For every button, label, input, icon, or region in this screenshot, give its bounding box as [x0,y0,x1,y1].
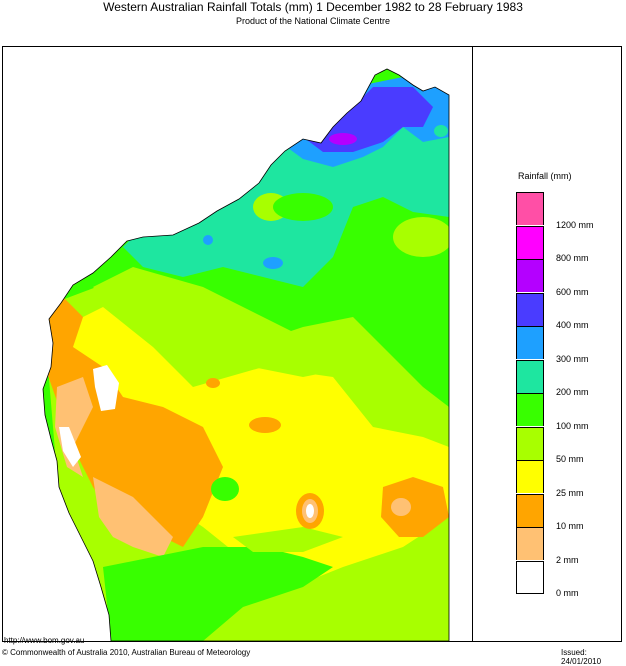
legend-swatch [516,225,544,259]
legend-swatch [516,326,544,359]
legend-label: 25 mm [556,487,584,498]
map-title: Western Australian Rainfall Totals (mm) … [103,0,523,14]
source-url[interactable]: http://www.bom.gov.au [4,636,85,645]
legend-label: 2 mm [556,554,579,565]
copyright-notice: © Commonwealth of Australia 2010, Austra… [2,648,251,657]
legend-label: 50 mm [556,454,584,464]
legend-label: 100 mm [556,420,589,431]
legend-title: Rainfall (mm) [518,171,572,181]
frame-divider [472,46,473,642]
map-frame [2,46,622,642]
legend-swatch [516,192,544,225]
legend-label: 200 mm [556,387,589,397]
legend-swatch [516,493,544,527]
map-subtitle: Product of the National Climate Centre [235,16,391,26]
issued-date: Issued: 24/01/2010 [561,648,602,666]
legend-swatch [516,259,544,292]
legend-swatch [516,292,544,326]
legend-label: 600 mm [556,286,589,297]
legend-swatch [516,393,544,426]
legend-swatch [516,426,544,460]
legend-swatch [516,527,544,560]
legend-label: 0 mm [556,588,579,598]
legend-swatch [516,560,544,594]
legend-swatch [516,359,544,393]
legend-label: 10 mm [556,521,584,531]
legend-swatch [516,460,544,493]
legend-label: 300 mm [556,353,589,364]
rainfall-map [42,68,450,641]
legend-label: 400 mm [556,320,589,330]
legend-label: 800 mm [556,253,589,263]
legend-label: 1200 mm [556,219,594,230]
